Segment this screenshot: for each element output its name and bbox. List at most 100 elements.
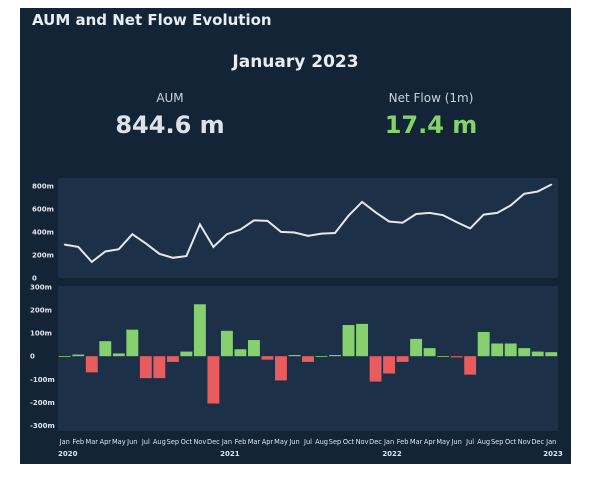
netflow-bar — [99, 341, 112, 357]
aum-points — [63, 183, 553, 263]
netflow-bar — [112, 353, 125, 357]
aum-point — [158, 252, 161, 255]
netflow-bar — [302, 356, 314, 362]
x-month-label: Sep — [491, 438, 503, 446]
x-month-label: Dec — [531, 438, 544, 446]
netflow-bar — [369, 356, 382, 382]
x-month-label: Nov — [356, 438, 369, 446]
aum-point — [320, 232, 323, 235]
netflow-bar — [545, 352, 558, 357]
x-month-label: Jun — [126, 438, 137, 446]
aum-point — [63, 243, 66, 246]
aum-y-axis: 0 200m 400m 600m 800m — [32, 182, 54, 282]
x-month-label: Apr — [424, 438, 436, 446]
x-month-label: Jun — [450, 438, 461, 446]
netflow-bar — [58, 356, 71, 357]
netflow-bar — [518, 348, 531, 357]
netflow-bar — [288, 355, 301, 357]
netflow-bar — [396, 356, 409, 362]
netflow-bar — [72, 354, 85, 357]
aum-point — [442, 214, 445, 217]
x-month-label: Jun — [288, 438, 299, 446]
aum-y-tick-label: 600m — [32, 205, 54, 213]
aum-kpi-label: AUM — [156, 91, 184, 105]
netflow-bar — [85, 356, 98, 373]
x-month-label: Feb — [397, 438, 409, 446]
netflow-bar — [234, 349, 247, 357]
aum-point — [415, 213, 418, 215]
x-month-label: Oct — [505, 438, 517, 446]
x-month-label: Oct — [181, 438, 193, 446]
x-month-label: Oct — [343, 438, 355, 446]
netflow-bar — [329, 355, 341, 357]
aum-point — [253, 219, 255, 222]
netflow-bar — [450, 356, 463, 358]
aum-y-tick-label: 200m — [32, 251, 54, 259]
x-month-label: Aug — [153, 438, 166, 446]
aum-point — [307, 235, 309, 237]
aum-point — [361, 201, 363, 203]
x-month-label: Feb — [235, 438, 247, 446]
netflow-bar — [153, 356, 166, 379]
x-month-label: May — [274, 438, 288, 446]
netflow-bar — [437, 356, 450, 357]
period-label: January 2023 — [232, 52, 359, 72]
x-month-label: Jan — [59, 438, 70, 446]
x-year-label: 2023 — [543, 450, 563, 458]
x-month-label: Sep — [167, 438, 179, 446]
aum-point — [293, 231, 296, 234]
x-month-label: Jan — [383, 438, 394, 446]
x-year-label: 2022 — [382, 450, 402, 458]
x-month-label: Jan — [545, 438, 556, 446]
aum-point — [469, 227, 472, 230]
netflow-y-tick-label: -100m — [30, 376, 55, 384]
x-month-label: Aug — [315, 438, 328, 446]
aum-point — [347, 214, 350, 217]
netflow-bar — [220, 330, 233, 357]
netflow-bar — [166, 356, 179, 362]
aum-y-tick-label: 0 — [32, 275, 37, 283]
netflow-bar — [180, 351, 193, 357]
netflow-bar — [491, 343, 504, 357]
x-month-label: Jul — [465, 438, 474, 446]
x-month-label: Mar — [410, 438, 423, 446]
aum-point — [523, 192, 526, 195]
aum-point — [77, 245, 80, 248]
netflow-bar — [207, 356, 220, 404]
netflow-bar — [248, 340, 260, 357]
netflow-bar — [126, 329, 139, 357]
aum-point — [117, 248, 120, 251]
aum-point — [388, 220, 390, 223]
aum-point — [226, 233, 228, 236]
netflow-bar — [531, 351, 544, 357]
x-month-label: Jul — [303, 438, 312, 446]
x-month-label: Aug — [477, 438, 490, 446]
netflow-bar — [261, 356, 274, 360]
aum-y-tick-label: 800m — [32, 182, 54, 190]
aum-point — [428, 211, 431, 214]
aum-point — [374, 211, 377, 214]
x-month-label: Dec — [207, 438, 220, 446]
netflow-bar — [383, 356, 396, 374]
netflow-bar — [356, 323, 368, 357]
aum-point — [185, 255, 188, 257]
x-month-label: Jan — [221, 438, 232, 446]
x-month-label: Nov — [193, 438, 206, 446]
x-month-label: Feb — [72, 438, 84, 446]
aum-point — [198, 223, 201, 226]
aum-point — [266, 220, 269, 222]
x-year-label: 2020 — [58, 450, 78, 458]
x-month-label: May — [436, 438, 450, 446]
netflow-y-tick-label: 300m — [30, 284, 52, 292]
netflow-y-tick-label: -200m — [30, 399, 55, 407]
aum-y-tick-label: 400m — [32, 228, 54, 236]
netflow-bars — [58, 304, 558, 404]
aum-point — [334, 232, 336, 234]
netflow-bar — [423, 348, 436, 357]
aum-point — [536, 190, 539, 193]
netflow-y-axis: 300m 200m 100m 0 -100m -200m -300m — [30, 284, 55, 430]
x-year-label: 2021 — [220, 450, 240, 458]
netflow-bar — [139, 356, 152, 379]
x-month-label: Mar — [86, 438, 99, 446]
aum-plot-area — [58, 178, 558, 278]
